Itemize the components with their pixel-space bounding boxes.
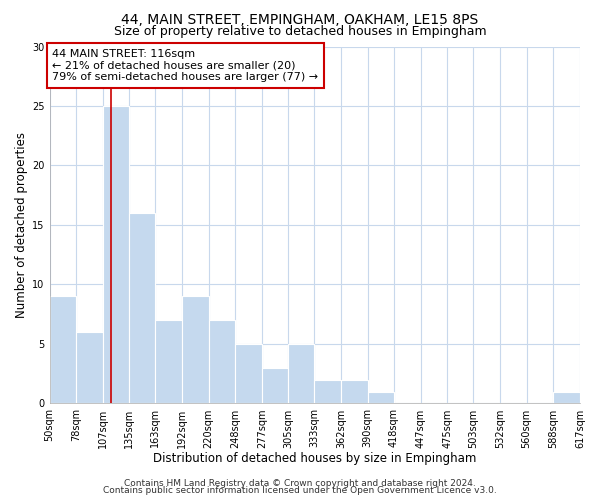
Bar [76,332,103,404]
Text: Contains HM Land Registry data © Crown copyright and database right 2024.: Contains HM Land Registry data © Crown c… [124,478,476,488]
Bar [209,320,235,404]
X-axis label: Distribution of detached houses by size in Empingham: Distribution of detached houses by size … [153,452,476,465]
Bar [341,380,368,404]
Text: Contains public sector information licensed under the Open Government Licence v3: Contains public sector information licen… [103,486,497,495]
Bar [314,380,341,404]
Bar [103,106,129,404]
Bar [368,392,394,404]
Text: 44, MAIN STREET, EMPINGHAM, OAKHAM, LE15 8PS: 44, MAIN STREET, EMPINGHAM, OAKHAM, LE15… [121,12,479,26]
Y-axis label: Number of detached properties: Number of detached properties [15,132,28,318]
Text: Size of property relative to detached houses in Empingham: Size of property relative to detached ho… [113,25,487,38]
Text: 44 MAIN STREET: 116sqm
← 21% of detached houses are smaller (20)
79% of semi-det: 44 MAIN STREET: 116sqm ← 21% of detached… [52,49,319,82]
Bar [262,368,288,404]
Bar [182,296,209,404]
Bar [50,296,76,404]
Bar [235,344,262,404]
Bar [155,320,182,404]
Bar [553,392,580,404]
Bar [129,213,155,404]
Bar [288,344,314,404]
